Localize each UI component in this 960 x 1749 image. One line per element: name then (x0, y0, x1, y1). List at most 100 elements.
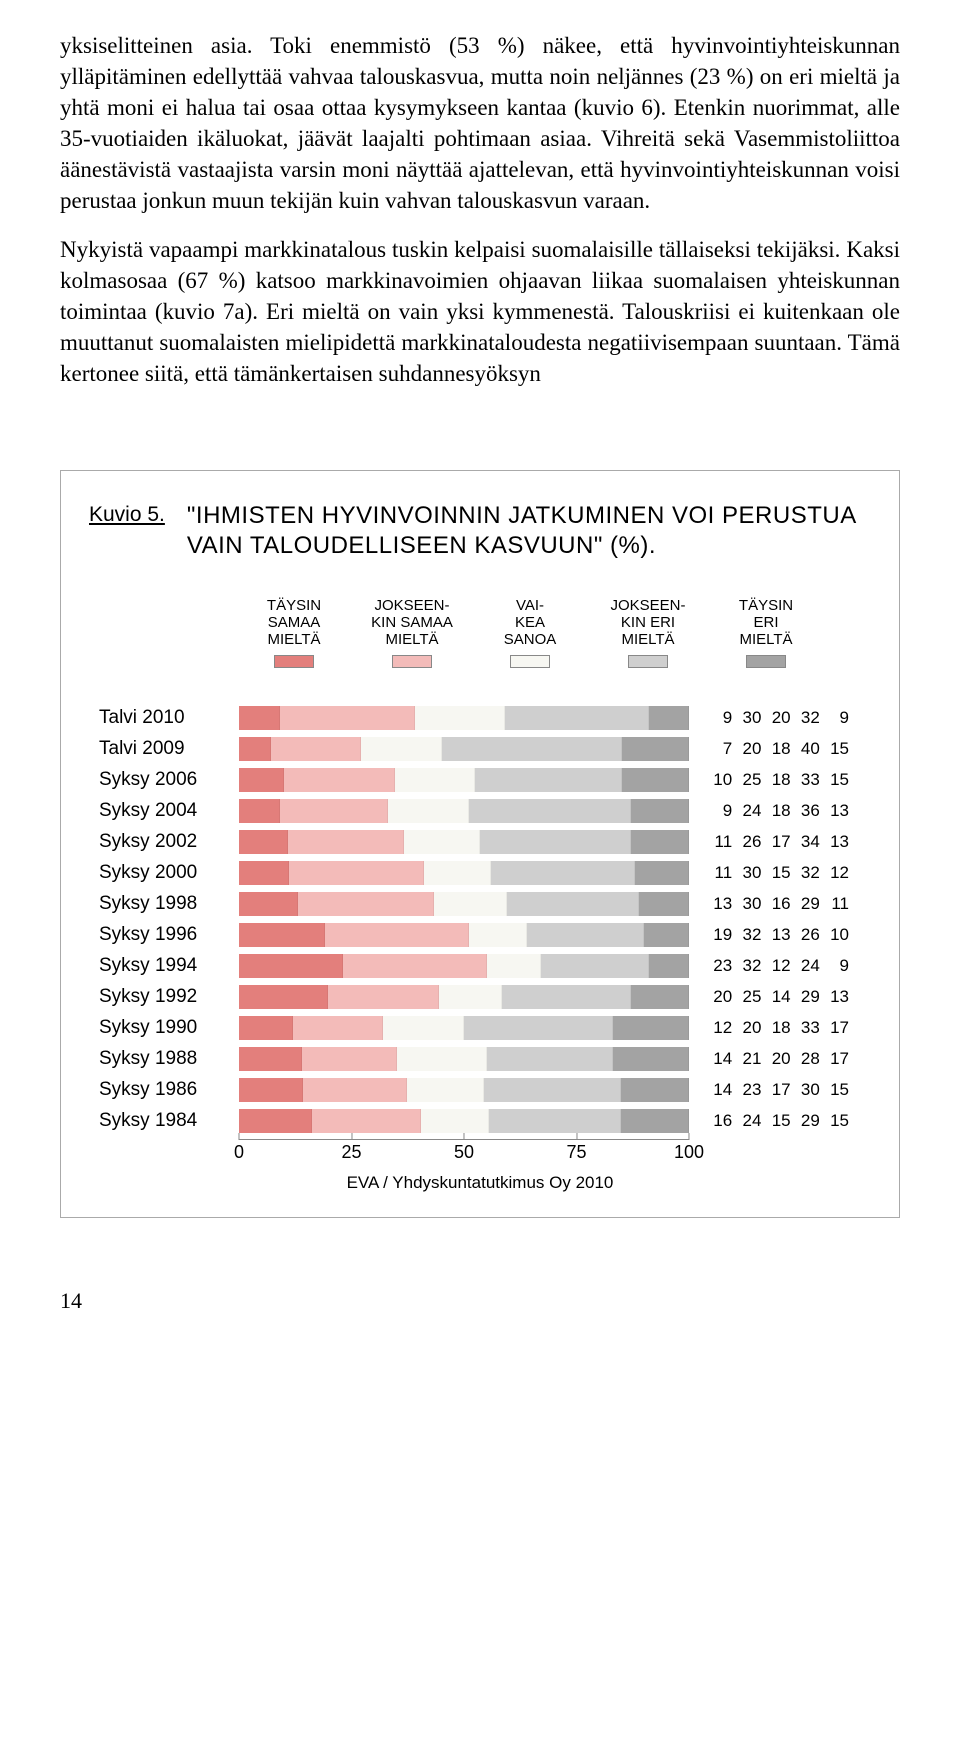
bar-segment (469, 923, 528, 947)
bar (239, 768, 689, 792)
value: 9 (820, 708, 849, 728)
bar-segment (325, 923, 469, 947)
value: 33 (791, 1018, 820, 1038)
bar-segment (631, 830, 689, 854)
value: 15 (820, 1080, 849, 1100)
row-label: Talvi 2009 (99, 738, 239, 760)
value: 20 (761, 708, 790, 728)
value: 15 (761, 1111, 790, 1131)
bar-segment (388, 799, 469, 823)
value: 9 (703, 708, 732, 728)
bar-segment (507, 892, 639, 916)
value: 30 (732, 863, 761, 883)
row-values: 233212249 (689, 956, 849, 976)
row-values: 924183613 (689, 801, 849, 821)
legend-label: JOKSEEN- KIN ERI MIELTÄ (610, 597, 685, 649)
row-label: Syksy 1984 (99, 1110, 239, 1132)
value: 24 (791, 956, 820, 976)
bar-segment (239, 985, 328, 1009)
value: 24 (732, 801, 761, 821)
bar-segment (289, 861, 424, 885)
value: 20 (703, 987, 732, 1007)
value: 9 (820, 956, 849, 976)
bar-segment (484, 1078, 620, 1102)
value: 23 (732, 1080, 761, 1100)
bar-segment (639, 892, 689, 916)
bar-segment (644, 923, 689, 947)
value: 18 (761, 801, 790, 821)
page-number: 14 (60, 1288, 900, 1314)
row-label: Syksy 1992 (99, 986, 239, 1008)
value: 32 (791, 708, 820, 728)
bar-segment (475, 768, 622, 792)
value: 24 (732, 1111, 761, 1131)
legend-swatch (628, 655, 668, 668)
bar-segment (649, 954, 690, 978)
value: 18 (761, 1018, 790, 1038)
value: 29 (791, 987, 820, 1007)
value: 7 (703, 739, 732, 759)
value: 34 (791, 832, 820, 852)
value: 18 (761, 770, 790, 790)
value: 11 (703, 863, 732, 883)
bar-segment (491, 861, 635, 885)
value: 25 (732, 770, 761, 790)
bar-segment (421, 1109, 489, 1133)
figure-title: "IHMISTEN HYVINVOINNIN JATKUMINEN VOI PE… (187, 501, 871, 561)
bar (239, 1109, 689, 1133)
row-label: Syksy 2004 (99, 800, 239, 822)
legend-label: JOKSEEN- KIN SAMAA MIELTÄ (371, 597, 453, 649)
bar (239, 892, 689, 916)
row-label: Syksy 1990 (99, 1017, 239, 1039)
value: 16 (761, 894, 790, 914)
value: 40 (791, 739, 820, 759)
bar-segment (434, 892, 507, 916)
bar-segment (239, 954, 343, 978)
bar-segment (613, 1016, 690, 1040)
bar-segment (480, 830, 631, 854)
value: 30 (732, 708, 761, 728)
value: 33 (791, 770, 820, 790)
value: 13 (703, 894, 732, 914)
x-axis-wrap: 0255075100 (99, 1139, 871, 1167)
legend-swatch (510, 655, 550, 668)
stacked-bar-chart: Talvi 201093020329Talvi 2009720184015Syk… (99, 706, 871, 1133)
row-label: Syksy 1996 (99, 924, 239, 946)
value: 14 (703, 1080, 732, 1100)
bar-segment (280, 799, 388, 823)
bar-segment (502, 985, 631, 1009)
value: 14 (703, 1049, 732, 1069)
value: 15 (820, 770, 849, 790)
value: 12 (820, 863, 849, 883)
value: 25 (732, 987, 761, 1007)
bar-segment (621, 1109, 689, 1133)
value: 12 (703, 1018, 732, 1038)
bar-segment (407, 1078, 484, 1102)
legend-label: TÄYSIN ERI MIELTÄ (739, 597, 793, 649)
legend-item: JOKSEEN- KIN SAMAA MIELTÄ (363, 597, 461, 668)
value: 20 (761, 1049, 790, 1069)
value: 12 (761, 956, 790, 976)
bar-segment (239, 892, 298, 916)
row-values: 93020329 (689, 708, 849, 728)
value: 32 (791, 863, 820, 883)
bar-segment (635, 861, 689, 885)
bar (239, 954, 689, 978)
axis-tick: 100 (674, 1134, 704, 1155)
axis-tick: 0 (234, 1134, 244, 1155)
bar-segment (302, 1047, 397, 1071)
bar (239, 737, 689, 761)
bar (239, 985, 689, 1009)
bar-segment (343, 954, 487, 978)
bar-segment (541, 954, 649, 978)
bar-segment (631, 799, 690, 823)
legend-item: TÄYSIN SAMAA MIELTÄ (245, 597, 343, 668)
value: 14 (761, 987, 790, 1007)
value: 32 (732, 925, 761, 945)
value: 28 (791, 1049, 820, 1069)
bar-segment (527, 923, 644, 947)
bar-segment (621, 1078, 689, 1102)
bar-segment (239, 1047, 302, 1071)
x-axis: 0255075100 (239, 1139, 689, 1167)
bar-segment (239, 799, 280, 823)
